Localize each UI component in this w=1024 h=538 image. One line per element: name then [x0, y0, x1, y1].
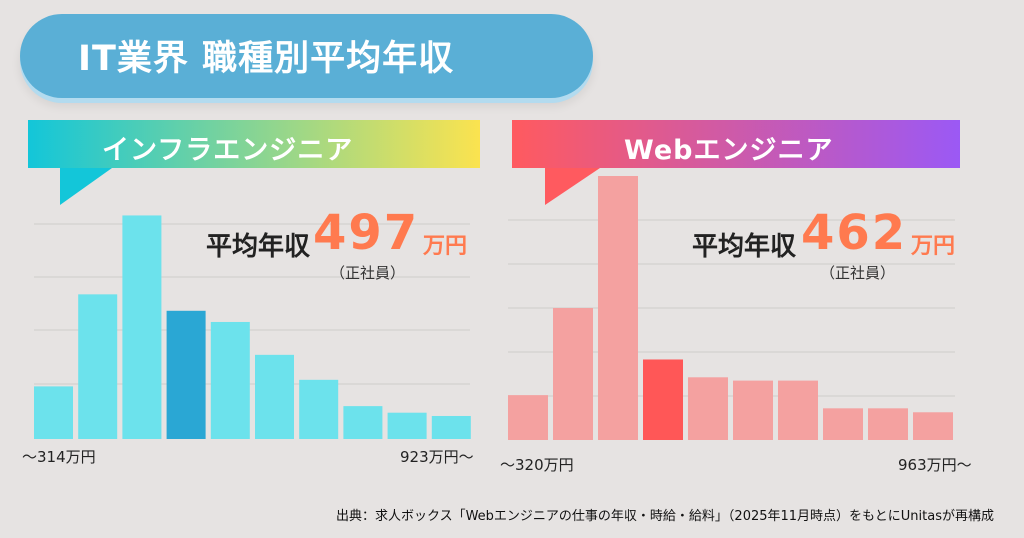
infra-bar — [78, 294, 118, 439]
infra-bar — [255, 354, 294, 439]
infra-title-banner — [28, 120, 480, 168]
web-average-unit: 万円 — [911, 234, 956, 259]
infra-bar — [122, 215, 162, 439]
web-bar — [553, 308, 593, 440]
web-bar — [688, 377, 728, 440]
infra-bar — [343, 406, 383, 439]
infra-bar — [210, 321, 250, 439]
infra-bar — [387, 412, 427, 439]
infra-average-label: 平均年収 — [206, 232, 311, 262]
infra-chart-title: インフラエンジニア — [102, 135, 354, 166]
web-bar — [868, 408, 908, 440]
infra-chart — [28, 120, 480, 439]
infra-x-end-label: 923万円〜 — [400, 448, 474, 466]
page-title: IT業界 職種別平均年収 — [78, 39, 455, 79]
infra-x-start-label: 〜314万円 — [22, 448, 96, 466]
web-chart — [508, 120, 960, 440]
infra-bar — [431, 415, 471, 439]
web-bar — [823, 408, 863, 440]
infra-bar — [299, 379, 339, 439]
web-average-value: 462 — [801, 205, 908, 261]
web-bar — [913, 412, 953, 440]
infra-banner-tail — [60, 168, 112, 205]
infra-average-value: 497 — [313, 205, 420, 261]
title-banner — [20, 14, 593, 98]
web-bar — [598, 176, 638, 440]
web-bar-highlight — [643, 359, 683, 440]
web-x-start-label: 〜320万円 — [500, 456, 574, 474]
web-bar — [508, 395, 548, 440]
infra-average-note: （正社員） — [330, 264, 406, 282]
infra-bar — [34, 386, 73, 439]
web-average-label: 平均年収 — [692, 232, 797, 262]
web-bar — [733, 380, 773, 440]
source-caption: 出典：求人ボックス「Webエンジニアの仕事の年収・時給・給料」（2025年11月… — [335, 509, 994, 524]
infra-bar-highlight — [166, 310, 206, 439]
web-x-end-label: 963万円〜 — [898, 456, 972, 474]
web-banner-tail — [545, 168, 600, 205]
web-title-banner — [512, 120, 960, 168]
web-bar — [778, 380, 818, 440]
web-average-note: （正社員） — [820, 264, 896, 282]
infra-average-unit: 万円 — [423, 234, 468, 259]
web-chart-title: Webエンジニア — [624, 135, 834, 166]
